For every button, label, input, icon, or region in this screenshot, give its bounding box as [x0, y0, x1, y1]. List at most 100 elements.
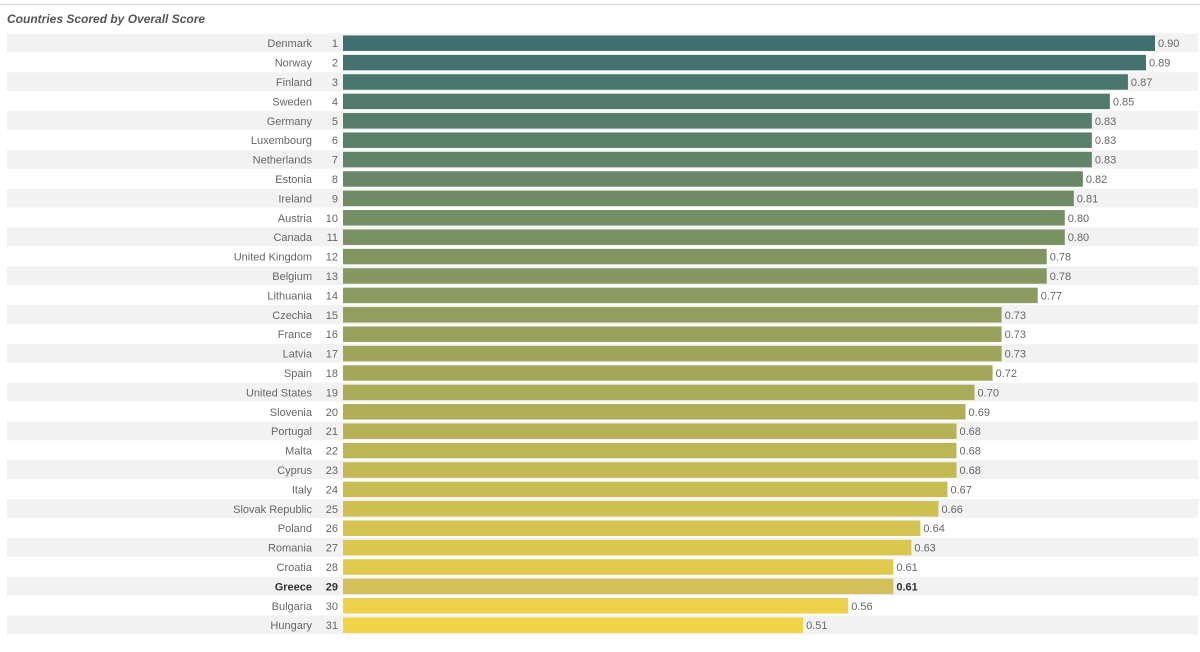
rank-label: 13 [326, 271, 338, 283]
bar-ireland [343, 190, 1074, 207]
bar-cyprus [343, 462, 957, 478]
bar-hungary [343, 617, 804, 633]
value-label: 0.66 [941, 504, 962, 516]
value-label: 0.73 [1005, 329, 1026, 341]
value-label: 0.51 [806, 620, 827, 632]
value-label: 0.81 [1077, 193, 1098, 205]
rank-label: 5 [332, 116, 338, 128]
bar-bulgaria [343, 598, 849, 614]
country-label: Latvia [283, 349, 313, 361]
country-label: Hungary [270, 620, 312, 632]
rank-label: 7 [332, 155, 338, 167]
bar-luxembourg [343, 132, 1092, 148]
rank-label: 9 [332, 193, 338, 205]
rank-label: 18 [326, 368, 338, 380]
country-label: Croatia [277, 562, 313, 574]
country-label: Lithuania [267, 290, 313, 302]
country-label: Luxembourg [251, 135, 312, 147]
bar-czechia [343, 307, 1002, 323]
country-label: Malta [285, 446, 313, 458]
chart-title: Countries Scored by Overall Score [7, 12, 206, 26]
rank-label: 31 [326, 620, 338, 632]
labels-group: Denmark 1 0.90 Norway 2 0.89 Finland 3 0.87 Swede… [233, 38, 1179, 632]
country-label: Ireland [278, 193, 312, 205]
country-label: Greece [275, 581, 312, 593]
rank-label: 30 [326, 601, 338, 613]
rank-label: 15 [326, 310, 338, 322]
rank-label: 23 [326, 465, 338, 477]
value-label: 0.68 [960, 446, 981, 458]
bar-slovenia [343, 404, 966, 420]
value-label: 0.73 [1005, 310, 1026, 322]
rank-label: 8 [332, 174, 338, 186]
country-label: Denmark [267, 38, 312, 50]
value-label: 0.68 [960, 426, 981, 438]
country-label: Poland [278, 523, 312, 535]
bar-united-kingdom [343, 248, 1047, 265]
country-label: Spain [284, 368, 312, 380]
value-label: 0.90 [1158, 38, 1179, 50]
rank-label: 24 [326, 484, 338, 496]
bar-lithuania [343, 287, 1038, 304]
value-label: 0.83 [1095, 155, 1116, 167]
value-label: 0.78 [1050, 252, 1071, 264]
value-label: 0.89 [1149, 58, 1170, 70]
rank-label: 2 [332, 58, 338, 70]
bar-united-states [343, 384, 975, 401]
rank-label: 29 [326, 581, 338, 593]
country-label: Czechia [272, 310, 313, 322]
rank-label: 17 [326, 349, 338, 361]
bar-portugal [343, 423, 957, 439]
bar-germany [343, 113, 1092, 129]
country-label: Sweden [272, 96, 312, 108]
value-label: 0.77 [1041, 290, 1062, 302]
value-label: 0.63 [914, 543, 935, 555]
rank-label: 4 [332, 96, 338, 108]
rank-label: 16 [326, 329, 338, 341]
rank-label: 19 [326, 387, 338, 399]
country-label: United States [246, 387, 313, 399]
country-label: Slovenia [270, 407, 313, 419]
value-label: 0.61 [896, 562, 917, 574]
bar-estonia [343, 171, 1083, 187]
value-label: 0.85 [1113, 96, 1134, 108]
bar-croatia [343, 559, 894, 575]
bar-latvia [343, 345, 1002, 362]
country-label: Finland [276, 77, 312, 89]
top-divider [0, 4, 1200, 5]
bar-canada [343, 229, 1065, 245]
rank-label: 6 [332, 135, 338, 147]
country-label: Estonia [275, 174, 313, 186]
value-label: 0.70 [978, 387, 999, 399]
country-label: Germany [267, 116, 313, 128]
bar-denmark [343, 35, 1155, 51]
value-label: 0.56 [851, 601, 872, 613]
bar-netherlands [343, 151, 1092, 168]
value-label: 0.87 [1131, 77, 1152, 89]
rank-label: 21 [326, 426, 338, 438]
country-label: Canada [273, 232, 312, 244]
rank-label: 10 [326, 213, 338, 225]
value-label: 0.78 [1050, 271, 1071, 283]
bar-greece [343, 578, 894, 595]
country-label: Austria [278, 213, 313, 225]
rank-label: 25 [326, 504, 338, 516]
country-label: Cyprus [277, 465, 312, 477]
bar-romania [343, 539, 912, 556]
rank-label: 28 [326, 562, 338, 574]
value-label: 0.69 [969, 407, 990, 419]
country-label: Bulgaria [272, 601, 313, 613]
value-label: 0.83 [1095, 116, 1116, 128]
value-label: 0.64 [923, 523, 944, 535]
country-label: Norway [275, 58, 313, 70]
value-label: 0.72 [996, 368, 1017, 380]
country-label: Netherlands [253, 155, 313, 167]
value-label: 0.73 [1005, 349, 1026, 361]
country-label: United Kingdom [234, 252, 312, 264]
rank-label: 11 [327, 232, 338, 244]
bar-malta [343, 442, 957, 459]
bar-spain [343, 365, 993, 381]
rank-label: 20 [326, 407, 338, 419]
country-label: Belgium [272, 271, 312, 283]
